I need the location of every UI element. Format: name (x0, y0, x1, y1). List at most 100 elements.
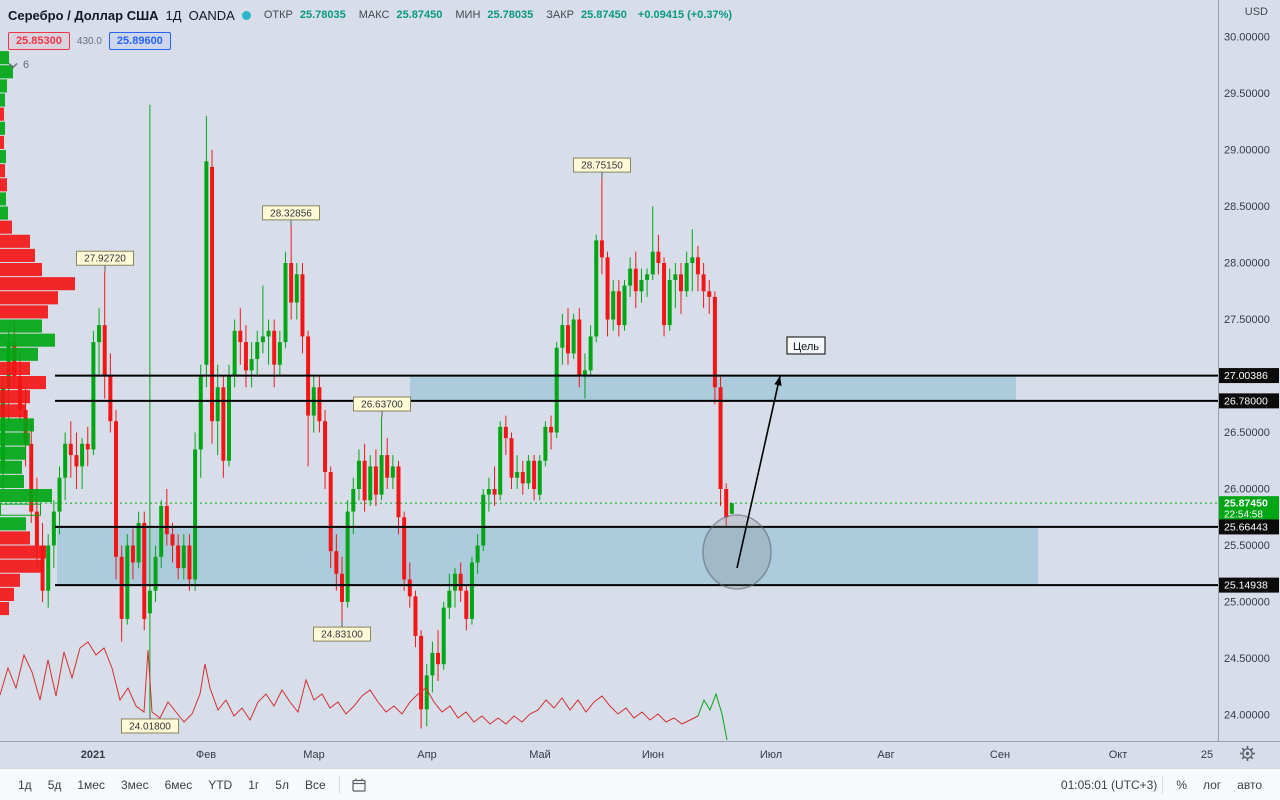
time-tick-label: Мар (303, 749, 325, 761)
range-ytd-button[interactable]: YTD (208, 777, 233, 792)
candle (424, 664, 429, 727)
candle (701, 263, 706, 309)
price-callout[interactable] (353, 396, 411, 412)
candle (266, 319, 271, 365)
range-5y-button[interactable]: 5л (275, 777, 289, 792)
candle (340, 556, 344, 622)
price-tick-label: 30.00000 (1224, 32, 1270, 44)
toolbar-divider (338, 775, 340, 794)
change-value: +0.09415 (+0.37%) (637, 9, 733, 21)
volume-profile-bar (0, 573, 20, 587)
timeframe-label[interactable]: 1Д (165, 7, 182, 23)
volume-profile-bar (0, 135, 4, 149)
range-1d-button[interactable]: 1д (18, 777, 32, 792)
auto-scale-button[interactable]: авто (1237, 777, 1262, 792)
volume-profile-bar (0, 178, 7, 192)
price-tick-label: 29.00000 (1224, 145, 1270, 157)
candle (560, 313, 565, 365)
volume-profile-bar (0, 51, 9, 65)
price-callout-text: 28.32856 (270, 208, 312, 219)
range-all-button[interactable]: Все (304, 777, 326, 792)
level-price-axis-label (1219, 519, 1279, 535)
level-price-axis-label (1219, 393, 1279, 409)
range-3m-button[interactable]: 3мес (120, 777, 149, 792)
range-1m-button[interactable]: 1мес (77, 777, 105, 792)
price-callout[interactable] (573, 157, 631, 173)
price-callout[interactable] (121, 718, 179, 734)
candle (599, 178, 604, 275)
candle (594, 234, 599, 343)
candle (187, 534, 192, 591)
session-clock[interactable]: 01:05:01 (UTC+3) (1060, 777, 1158, 792)
candle (645, 268, 650, 297)
log-scale-button[interactable]: лог (1202, 777, 1222, 792)
candle (616, 279, 621, 337)
candle (97, 308, 102, 376)
range-5d-button[interactable]: 5д (47, 777, 62, 792)
candle (181, 534, 186, 580)
price-tick-label: 25.00000 (1224, 597, 1270, 609)
close-value: 25.87450 (581, 9, 627, 21)
price-callout[interactable] (76, 250, 134, 266)
price-axis[interactable]: 30.00000 29.50000 29.00000 28.50000 28.00000… (1218, 0, 1280, 741)
candle (396, 460, 401, 535)
candle (679, 263, 683, 314)
price-callout[interactable] (262, 205, 320, 221)
price-tick-label: 29.50000 (1224, 88, 1270, 100)
volume-profile-bar (0, 150, 6, 164)
candle (628, 257, 633, 297)
go-to-date-button[interactable] (345, 775, 373, 795)
volume-profile-bar (0, 248, 35, 262)
candle (368, 455, 373, 506)
candle (317, 376, 322, 433)
price-level-lines-layer (55, 374, 1218, 587)
zone-rect[interactable] (57, 526, 1038, 586)
candle (260, 285, 265, 354)
candle (537, 455, 542, 501)
indicator-line-red (0, 641, 699, 725)
status-dot-icon (241, 10, 251, 20)
sell-button[interactable]: 25.85300 (8, 32, 70, 50)
volume-profile-bar (0, 93, 5, 107)
buy-button[interactable]: 25.89600 (108, 32, 171, 50)
range-1y-button[interactable]: 1г (248, 777, 260, 792)
candle (57, 466, 62, 535)
target-label[interactable] (786, 336, 826, 355)
candle (486, 477, 491, 512)
axis-currency-label: USD (1244, 6, 1268, 18)
arrow-head-icon (774, 376, 782, 386)
candle (68, 421, 73, 478)
indicator-line-green (697, 692, 728, 741)
current-price-text: 25.87450 (1224, 498, 1268, 510)
volume-profile-bar (0, 361, 30, 375)
legend-collapse-toggle[interactable]: 6 (8, 59, 38, 71)
candle (227, 364, 231, 467)
candle (362, 443, 367, 512)
highlight-circle[interactable] (702, 514, 772, 590)
price-callout[interactable] (313, 626, 371, 642)
exchange-label[interactable]: OANDA (188, 7, 235, 23)
chart-settings-gear-button[interactable] (1239, 745, 1256, 767)
trend-arrow[interactable] (736, 375, 781, 569)
candle (515, 455, 520, 489)
target-label-text: Цель (793, 341, 819, 353)
candle (164, 489, 169, 546)
price-chart-canvas[interactable]: 27.92720 28.32856 28.75150 26.63700 24.83100… (0, 0, 1280, 768)
candle (63, 432, 68, 501)
time-axis[interactable]: 2021 Фев Мар Апр Май Июн Июл Авг Сен Окт 25 (0, 741, 1280, 762)
time-tick-label: Июл (760, 749, 782, 761)
candle (102, 271, 107, 399)
candle (130, 528, 135, 580)
time-tick-label: Фев (196, 749, 216, 761)
spread-value: 430.0 (76, 35, 102, 47)
volume-profile-bar (0, 460, 22, 474)
candle (571, 313, 576, 360)
buy-sell-row: 25.85300 430.0 25.89600 (8, 31, 732, 51)
volume-profile-bar (0, 531, 30, 545)
range-6m-button[interactable]: 6мес (164, 777, 193, 792)
time-tick-label: Апр (417, 749, 436, 761)
volume-profile-layer (0, 51, 75, 616)
level-price-text: 27.00386 (1224, 370, 1268, 382)
symbol-title[interactable]: Серебро / Доллар США (8, 7, 159, 23)
percent-scale-button[interactable]: % (1176, 777, 1187, 792)
